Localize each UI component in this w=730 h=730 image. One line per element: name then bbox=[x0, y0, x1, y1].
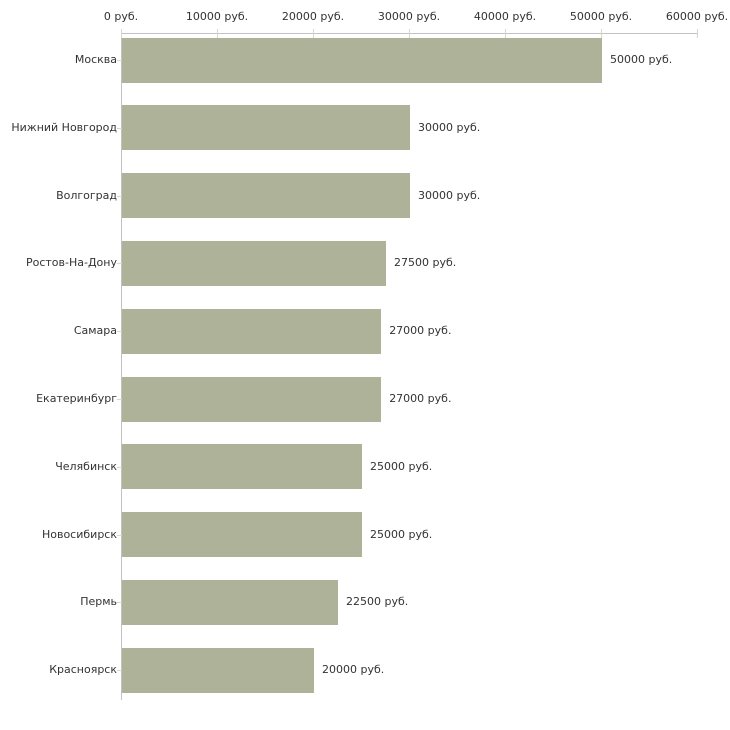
category-label: Новосибирск bbox=[41, 527, 117, 541]
value-label: 30000 руб. bbox=[418, 120, 481, 134]
x-axis-tick bbox=[601, 29, 602, 38]
category-label: Красноярск bbox=[49, 663, 117, 677]
value-label: 30000 руб. bbox=[418, 188, 481, 202]
value-label: 27500 руб. bbox=[394, 256, 457, 270]
bar bbox=[122, 37, 602, 83]
y-axis-tick bbox=[117, 195, 124, 197]
bar bbox=[122, 512, 362, 558]
bar bbox=[122, 308, 382, 354]
x-axis-tick-label: 20000 руб. bbox=[281, 10, 345, 23]
x-axis-tick bbox=[697, 29, 698, 38]
x-axis-tick bbox=[313, 29, 314, 38]
bar bbox=[122, 647, 314, 693]
y-axis-tick bbox=[117, 466, 124, 468]
value-label: 25000 руб. bbox=[370, 459, 433, 473]
category-label: Нижний Новгород bbox=[11, 120, 117, 134]
category-label: Ростов-На-Дону bbox=[25, 256, 117, 270]
bar bbox=[122, 240, 386, 286]
x-axis-tick-label: 40000 руб. bbox=[473, 10, 537, 23]
x-axis-tick bbox=[217, 29, 218, 38]
y-axis-line bbox=[121, 33, 122, 700]
x-axis-tick-label: 30000 руб. bbox=[377, 10, 441, 23]
x-axis-tick bbox=[121, 29, 122, 38]
category-label: Самара bbox=[73, 324, 117, 338]
bar bbox=[122, 579, 338, 625]
x-axis-tick bbox=[409, 29, 410, 38]
value-label: 27000 руб. bbox=[389, 324, 452, 338]
y-axis-tick bbox=[117, 331, 124, 333]
value-label: 27000 руб. bbox=[389, 392, 452, 405]
value-label: 50000 руб. bbox=[610, 53, 673, 66]
bar bbox=[122, 376, 382, 422]
y-axis-tick bbox=[117, 602, 124, 604]
category-label: Волгоград bbox=[56, 188, 117, 202]
category-label: Пермь bbox=[80, 595, 117, 609]
category-label: Челябинск bbox=[55, 459, 117, 473]
bar bbox=[122, 105, 410, 151]
x-axis-tick-label: 0 руб. bbox=[103, 10, 139, 23]
y-axis-tick bbox=[117, 60, 124, 61]
x-axis-tick bbox=[505, 29, 506, 38]
y-axis-tick bbox=[117, 534, 124, 536]
y-axis-tick bbox=[117, 263, 124, 265]
bar bbox=[122, 173, 410, 219]
value-label: 20000 руб. bbox=[322, 663, 385, 677]
bar bbox=[122, 444, 362, 490]
y-axis-tick bbox=[117, 670, 124, 672]
y-axis-tick bbox=[117, 127, 124, 129]
value-label: 25000 руб. bbox=[370, 527, 433, 541]
value-label: 22500 руб. bbox=[346, 595, 409, 609]
category-label: Екатеринбург bbox=[36, 392, 117, 405]
x-axis-tick-label: 10000 руб. bbox=[185, 10, 249, 23]
y-axis-tick bbox=[117, 399, 124, 400]
x-axis-tick-label: 50000 руб. bbox=[569, 10, 633, 23]
category-label: Москва bbox=[74, 53, 117, 66]
x-axis-tick-label: 60000 руб. bbox=[665, 10, 729, 23]
